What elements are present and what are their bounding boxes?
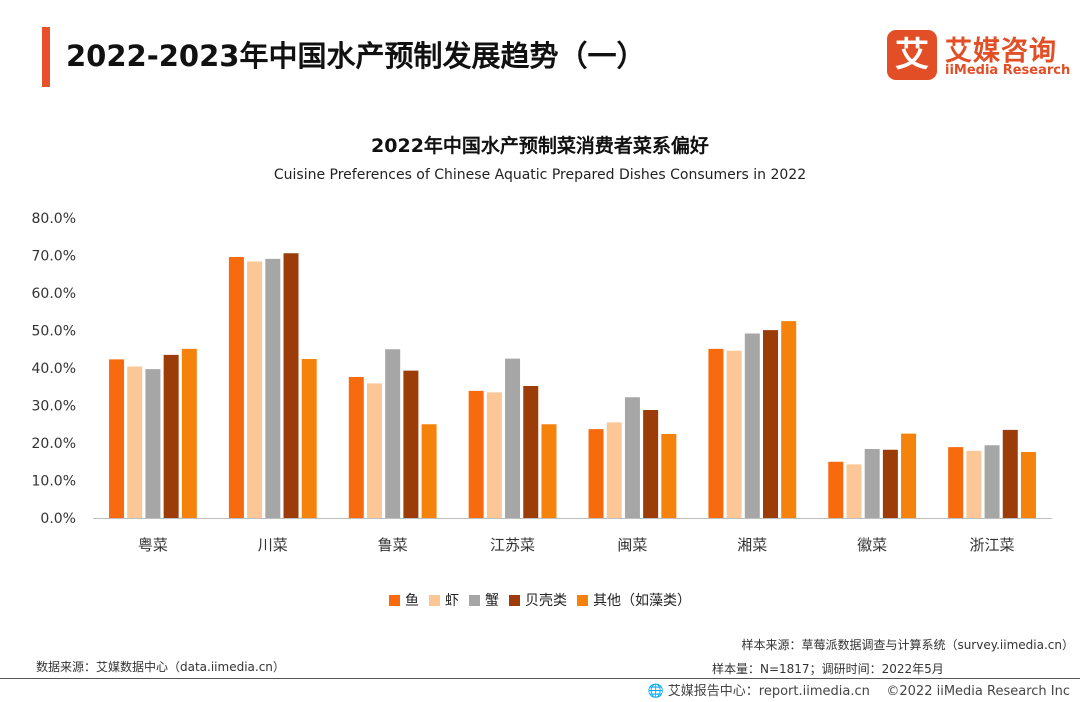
legend-swatch bbox=[389, 595, 400, 606]
x-tick-label: 闽菜 bbox=[617, 536, 647, 554]
legend-item: 虾 bbox=[429, 590, 459, 610]
legend-label: 贝壳类 bbox=[525, 593, 567, 609]
chart-title: 2022年中国水产预制菜消费者菜系偏好 bbox=[371, 135, 709, 157]
bar bbox=[301, 359, 317, 518]
bar bbox=[948, 447, 964, 518]
bar bbox=[283, 253, 299, 518]
legend-swatch bbox=[577, 595, 588, 606]
bar bbox=[1020, 452, 1036, 518]
y-tick-label: 80.0% bbox=[32, 211, 76, 227]
legend-item: 其他（如藻类） bbox=[577, 590, 691, 610]
bar bbox=[348, 377, 364, 518]
bar bbox=[828, 461, 844, 518]
bar bbox=[901, 433, 917, 518]
y-tick-label: 70.0% bbox=[32, 249, 76, 265]
bar bbox=[486, 392, 502, 518]
legend-label: 虾 bbox=[445, 593, 459, 609]
bar bbox=[781, 321, 797, 518]
bar bbox=[763, 330, 779, 518]
bar bbox=[624, 397, 640, 518]
legend-item: 贝壳类 bbox=[509, 590, 567, 610]
report-center-link[interactable]: 艾媒报告中心：report.iimedia.cn bbox=[667, 684, 870, 699]
x-tick-label: 川菜 bbox=[258, 536, 288, 554]
bar bbox=[966, 450, 982, 518]
bar bbox=[984, 445, 1000, 518]
legend-label: 蟹 bbox=[485, 593, 499, 609]
y-tick-label: 50.0% bbox=[32, 324, 76, 340]
page-title: 2022-2023年中国水产预制发展趋势（一） bbox=[66, 39, 646, 73]
bar bbox=[385, 349, 401, 518]
footer: 🌐 艾媒报告中心：report.iimedia.cn ©2022 iiMedia… bbox=[647, 680, 1070, 699]
bar bbox=[468, 390, 484, 518]
footer-divider bbox=[0, 678, 1080, 679]
x-tick-label: 湘菜 bbox=[737, 536, 767, 554]
logo-english-name: iiMedia Research bbox=[945, 63, 1071, 78]
x-tick-label: 浙江菜 bbox=[970, 536, 1015, 554]
title-accent-bar bbox=[42, 27, 50, 87]
y-tick-label: 0.0% bbox=[40, 511, 76, 527]
legend-swatch bbox=[429, 595, 440, 606]
bar bbox=[588, 429, 604, 518]
bar bbox=[708, 348, 724, 518]
y-tick-label: 40.0% bbox=[32, 361, 76, 377]
bar bbox=[247, 261, 263, 518]
bar bbox=[541, 424, 557, 518]
bar bbox=[145, 369, 161, 518]
legend-swatch bbox=[509, 595, 520, 606]
bar bbox=[109, 359, 125, 518]
globe-icon: 🌐 bbox=[647, 684, 664, 699]
bar bbox=[127, 366, 143, 518]
logo-chinese-name: 艾媒咨询 bbox=[945, 36, 1057, 67]
bar bbox=[265, 258, 281, 518]
bar bbox=[643, 410, 659, 518]
y-tick-label: 30.0% bbox=[32, 399, 76, 415]
brand-logo: 艾 艾媒咨询 iiMedia Research bbox=[887, 30, 1072, 82]
x-tick-label: 鲁菜 bbox=[378, 536, 408, 554]
bar bbox=[421, 424, 437, 518]
y-tick-label: 20.0% bbox=[32, 436, 76, 452]
bar bbox=[661, 434, 677, 518]
sample-size-note: 样本量：N=1817；调研时间：2022年5月 bbox=[712, 662, 944, 676]
bar bbox=[726, 350, 742, 518]
chart-legend: 鱼 虾 蟹 贝壳类 其他（如藻类） bbox=[0, 590, 1080, 610]
copyright-text: ©2022 iiMedia Research Inc bbox=[886, 684, 1070, 699]
bar bbox=[163, 354, 179, 518]
logo-mark-icon: 艾 bbox=[887, 30, 937, 80]
bar bbox=[606, 422, 622, 518]
sample-source-note: 样本来源：草莓派数据调查与计算系统（survey.iimedia.cn） bbox=[741, 638, 1074, 652]
legend-swatch bbox=[469, 595, 480, 606]
legend-label: 鱼 bbox=[405, 593, 419, 609]
bar bbox=[403, 370, 419, 518]
bar bbox=[1002, 429, 1018, 518]
y-tick-label: 10.0% bbox=[32, 474, 76, 490]
bar bbox=[181, 348, 197, 518]
y-tick-label: 60.0% bbox=[32, 286, 76, 302]
legend-label: 其他（如藻类） bbox=[593, 593, 691, 609]
bar bbox=[864, 449, 880, 518]
bar bbox=[366, 383, 382, 518]
x-tick-label: 徽菜 bbox=[857, 536, 887, 554]
data-source-note: 数据来源：艾媒数据中心（data.iimedia.cn） bbox=[36, 660, 285, 674]
bar bbox=[228, 257, 244, 518]
x-tick-label: 江苏菜 bbox=[490, 536, 535, 554]
bar bbox=[523, 386, 539, 518]
bar bbox=[744, 333, 760, 518]
legend-item: 蟹 bbox=[469, 590, 499, 610]
legend-item: 鱼 bbox=[389, 590, 419, 610]
bar bbox=[882, 449, 898, 518]
x-tick-label: 粤菜 bbox=[138, 536, 168, 554]
chart-subtitle: Cuisine Preferences of Chinese Aquatic P… bbox=[273, 167, 807, 183]
bar bbox=[846, 464, 862, 518]
bar bbox=[505, 358, 521, 518]
